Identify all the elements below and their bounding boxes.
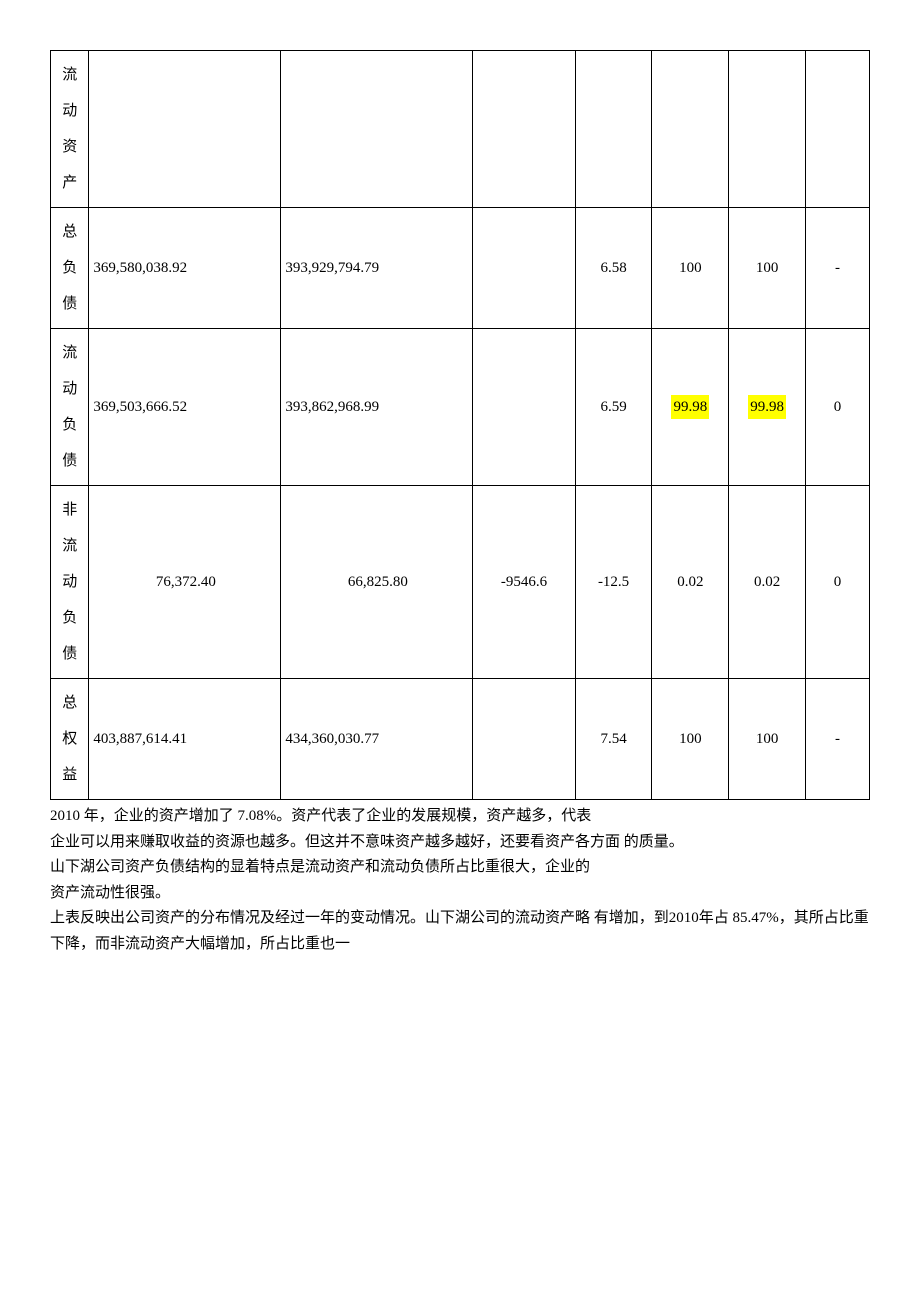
- row-label: 总 负 债: [51, 208, 89, 329]
- cell-value: [473, 51, 575, 208]
- cell-value: 0: [806, 329, 870, 486]
- cell-value: [729, 51, 806, 208]
- cell-value: 403,887,614.41: [89, 679, 281, 800]
- cell-value: 100: [729, 208, 806, 329]
- cell-value: [652, 51, 729, 208]
- balance-table: 流 动 资 产总 负 债369,580,038.92393,929,794.79…: [50, 50, 870, 800]
- cell-value: 99.98: [652, 329, 729, 486]
- cell-value: [281, 51, 473, 208]
- cell-value: 99.98: [729, 329, 806, 486]
- cell-value: 76,372.40: [89, 486, 281, 679]
- row-label: 非 流 动 负 债: [51, 486, 89, 679]
- cell-value: 369,503,666.52: [89, 329, 281, 486]
- paragraph-line: 上表反映出公司资产的分布情况及经过一年的变动情况。山下湖公司的流动资产略 有增加…: [50, 906, 870, 957]
- cell-value: 100: [652, 208, 729, 329]
- row-label: 总 权 益: [51, 679, 89, 800]
- cell-value: [473, 329, 575, 486]
- paragraph-line: 2010 年，企业的资产增加了 7.08%。资产代表了企业的发展规模，资产越多，…: [50, 804, 870, 830]
- cell-value: -12.5: [575, 486, 652, 679]
- cell-value: [89, 51, 281, 208]
- cell-value: [473, 679, 575, 800]
- cell-value: -: [806, 208, 870, 329]
- cell-value: 6.58: [575, 208, 652, 329]
- row-label: 流 动 负 债: [51, 329, 89, 486]
- cell-value: -9546.6: [473, 486, 575, 679]
- cell-value: 100: [652, 679, 729, 800]
- cell-value: 0.02: [652, 486, 729, 679]
- cell-value: 393,929,794.79: [281, 208, 473, 329]
- cell-value: 0: [806, 486, 870, 679]
- paragraph-line: 资产流动性很强。: [50, 881, 870, 907]
- cell-value: 7.54: [575, 679, 652, 800]
- cell-value: 369,580,038.92: [89, 208, 281, 329]
- paragraph-line: 山下湖公司资产负债结构的显着特点是流动资产和流动负债所占比重很大，企业的: [50, 855, 870, 881]
- row-label: 流 动 资 产: [51, 51, 89, 208]
- cell-value: [806, 51, 870, 208]
- cell-value: 6.59: [575, 329, 652, 486]
- cell-value: -: [806, 679, 870, 800]
- cell-value: [575, 51, 652, 208]
- cell-value: [473, 208, 575, 329]
- cell-value: 0.02: [729, 486, 806, 679]
- body-text: 2010 年，企业的资产增加了 7.08%。资产代表了企业的发展规模，资产越多，…: [50, 804, 870, 957]
- cell-value: 393,862,968.99: [281, 329, 473, 486]
- cell-value: 100: [729, 679, 806, 800]
- cell-value: 66,825.80: [281, 486, 473, 679]
- paragraph-line: 企业可以用来赚取收益的资源也越多。但这并不意味资产越多越好，还要看资产各方面 的…: [50, 830, 870, 856]
- cell-value: 434,360,030.77: [281, 679, 473, 800]
